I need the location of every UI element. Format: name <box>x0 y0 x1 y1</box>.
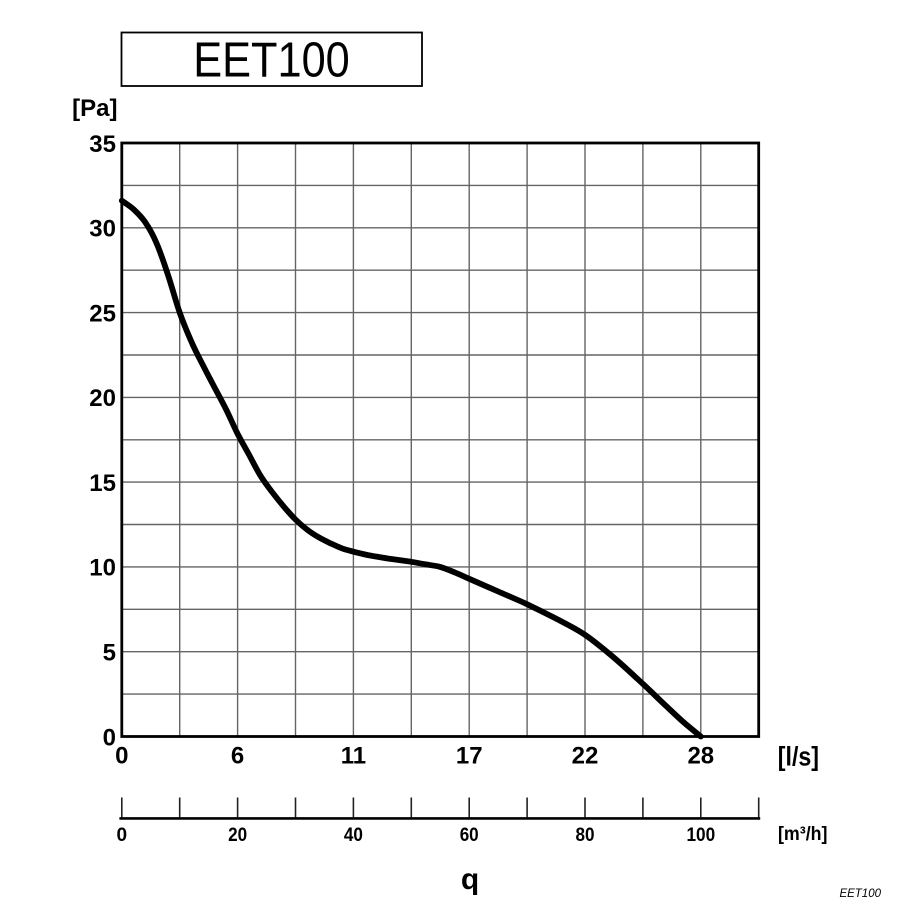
svg-text:10: 10 <box>89 555 116 582</box>
svg-text:22: 22 <box>572 743 599 770</box>
svg-text:30: 30 <box>89 216 116 243</box>
svg-text:60: 60 <box>460 825 479 846</box>
svg-text:25: 25 <box>89 300 116 327</box>
svg-text:20: 20 <box>89 385 116 412</box>
svg-text:15: 15 <box>89 470 116 497</box>
svg-text:11: 11 <box>341 743 366 770</box>
svg-text:80: 80 <box>576 825 595 846</box>
svg-text:5: 5 <box>103 640 116 667</box>
svg-text:0: 0 <box>103 724 116 751</box>
svg-text:28: 28 <box>687 743 714 770</box>
svg-text:[Pa]: [Pa] <box>72 95 117 122</box>
svg-text:q: q <box>461 863 479 896</box>
svg-text:40: 40 <box>344 825 363 846</box>
svg-text:EET100: EET100 <box>839 888 881 900</box>
svg-text:0: 0 <box>117 825 128 846</box>
svg-text:EET100: EET100 <box>193 32 350 87</box>
svg-text:6: 6 <box>231 743 244 770</box>
svg-text:[l/s]: [l/s] <box>778 742 819 772</box>
svg-text:17: 17 <box>456 743 483 770</box>
svg-text:100: 100 <box>686 825 715 846</box>
svg-text:20: 20 <box>228 825 247 846</box>
svg-text:0: 0 <box>115 743 128 770</box>
svg-text:35: 35 <box>89 131 116 158</box>
svg-text:[m³/h]: [m³/h] <box>778 824 828 845</box>
